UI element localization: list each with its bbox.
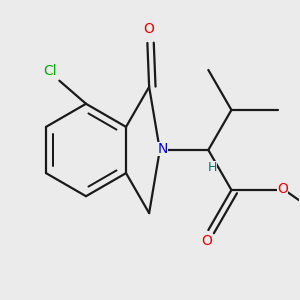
Text: O: O [277, 182, 288, 196]
Text: O: O [201, 234, 212, 248]
Text: H: H [208, 160, 217, 174]
Text: O: O [144, 22, 154, 37]
Text: N: N [158, 142, 168, 156]
Text: Cl: Cl [44, 64, 57, 78]
